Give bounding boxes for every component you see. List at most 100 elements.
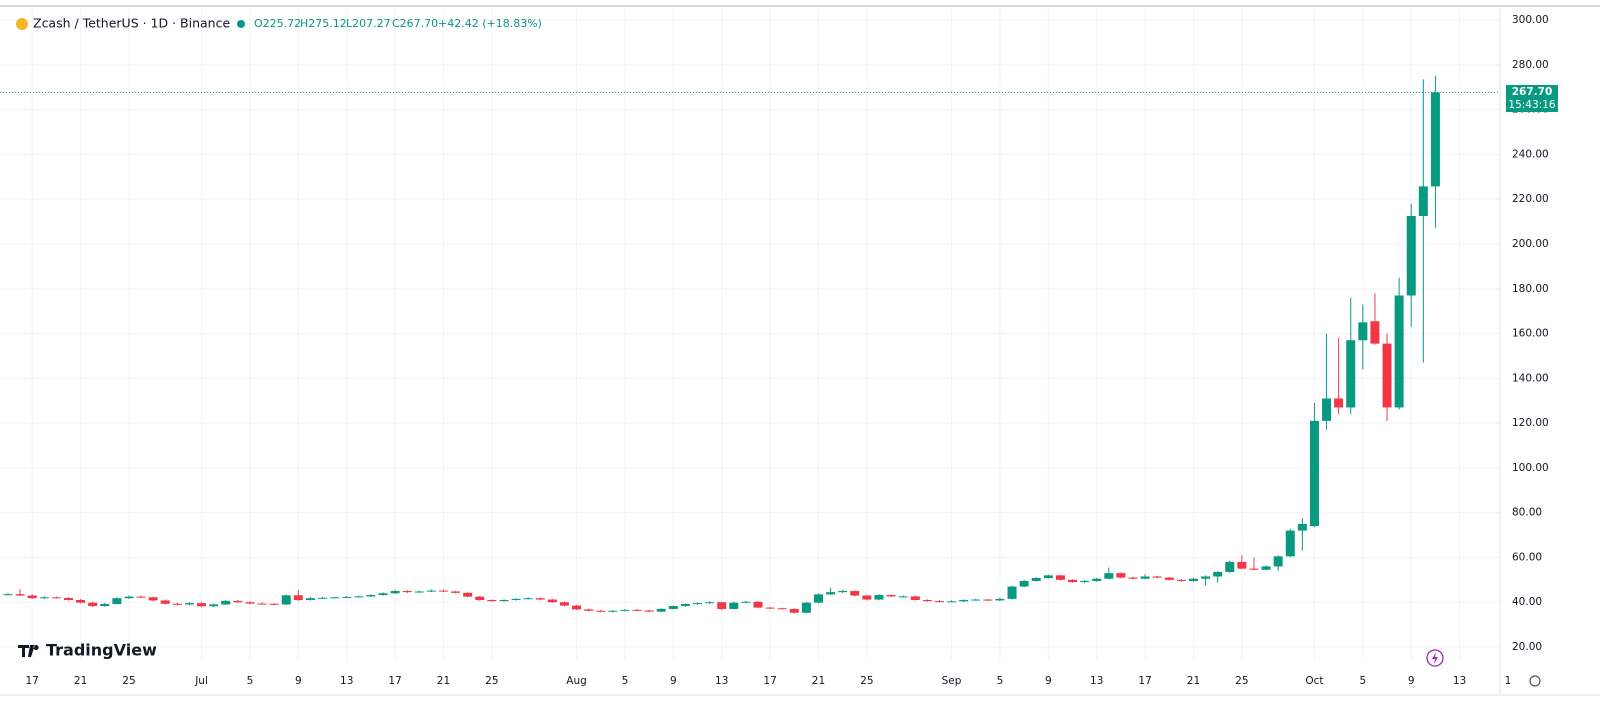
candle-body bbox=[765, 607, 775, 609]
candle-body bbox=[1104, 573, 1114, 579]
candle-body bbox=[1406, 216, 1416, 296]
y-tick-label: 20.00 bbox=[1512, 641, 1542, 653]
candle-body bbox=[632, 609, 642, 611]
y-tick-label: 220.00 bbox=[1512, 193, 1549, 205]
candle-body bbox=[39, 597, 49, 599]
candle-body bbox=[1237, 561, 1247, 569]
candle-body bbox=[354, 596, 364, 598]
candle-body bbox=[112, 598, 122, 605]
candle-body bbox=[366, 595, 376, 597]
x-tick-label: Sep bbox=[942, 675, 962, 687]
x-tick-label: 25 bbox=[485, 675, 498, 687]
brand: TradingView bbox=[18, 641, 157, 660]
y-tick-label: 200.00 bbox=[1512, 238, 1549, 250]
candle-body bbox=[1031, 578, 1041, 581]
candle-body bbox=[1201, 576, 1211, 579]
x-tick-label: 21 bbox=[437, 675, 450, 687]
y-tick-label: 60.00 bbox=[1512, 551, 1542, 563]
candle-body bbox=[596, 610, 606, 612]
candle-body bbox=[293, 595, 303, 600]
candle-body bbox=[668, 606, 678, 609]
x-tick-label: 5 bbox=[622, 675, 629, 687]
candle-body bbox=[1261, 566, 1271, 570]
candle-body bbox=[826, 592, 836, 595]
candle-body bbox=[1394, 295, 1404, 408]
candle-body bbox=[1080, 580, 1090, 583]
candle-body bbox=[318, 597, 328, 599]
candle-body bbox=[1019, 580, 1029, 587]
candle-body bbox=[475, 596, 485, 600]
candle-body bbox=[1249, 568, 1259, 570]
x-tick-label: 17 bbox=[26, 675, 39, 687]
candle-body bbox=[27, 595, 37, 599]
x-tick-label: 21 bbox=[1187, 675, 1200, 687]
x-tick-label: 25 bbox=[122, 675, 135, 687]
brand-logo bbox=[18, 645, 39, 657]
candle-body bbox=[15, 594, 25, 596]
candle-body bbox=[88, 602, 98, 607]
grid bbox=[0, 8, 1500, 660]
candle-body bbox=[1007, 586, 1017, 599]
candle-body bbox=[862, 595, 872, 600]
candle-body bbox=[813, 594, 823, 603]
candle-body bbox=[680, 604, 690, 607]
candle-body bbox=[1176, 579, 1186, 581]
candle-body bbox=[1297, 523, 1307, 531]
price-tag-box bbox=[1506, 85, 1558, 112]
candle-body bbox=[76, 599, 86, 603]
candle-body bbox=[184, 603, 194, 605]
x-tick-label: 17 bbox=[388, 675, 401, 687]
candle-body bbox=[559, 602, 569, 606]
settings-icon[interactable] bbox=[1529, 675, 1541, 687]
brand-name: TradingView bbox=[46, 641, 157, 660]
x-tick-label: 13 bbox=[715, 675, 728, 687]
candle-body bbox=[1092, 578, 1102, 581]
candle-body bbox=[51, 597, 61, 599]
candle-body bbox=[463, 592, 473, 597]
candle-body bbox=[584, 609, 594, 611]
candle-body bbox=[1273, 556, 1283, 567]
candle-body bbox=[438, 590, 448, 592]
y-tick-label: 280.00 bbox=[1512, 59, 1549, 71]
candle-body bbox=[705, 602, 715, 604]
alert-bolt bbox=[1432, 652, 1438, 664]
candle-body bbox=[886, 595, 896, 597]
candle-body bbox=[753, 601, 763, 608]
candle-body bbox=[1140, 576, 1150, 579]
candle-body bbox=[777, 608, 787, 610]
y-tick-label: 160.00 bbox=[1512, 328, 1549, 340]
candle-body bbox=[402, 591, 412, 593]
candles bbox=[0, 75, 1500, 614]
candle-body bbox=[535, 598, 545, 600]
alert-icon[interactable] bbox=[1426, 649, 1444, 667]
candle-body bbox=[547, 599, 557, 603]
x-tick-label: 13 bbox=[340, 675, 353, 687]
candle-body bbox=[3, 594, 13, 596]
candle-body bbox=[245, 602, 255, 604]
candle-body bbox=[608, 610, 618, 612]
x-tick-label: 5 bbox=[1359, 675, 1366, 687]
y-tick-label: 180.00 bbox=[1512, 283, 1549, 295]
y-tick-label: 80.00 bbox=[1512, 507, 1542, 519]
candle-body bbox=[1285, 530, 1295, 557]
candle-body bbox=[100, 604, 110, 607]
candle-body bbox=[124, 596, 134, 599]
candle-body bbox=[1068, 579, 1078, 583]
x-tick-label: 25 bbox=[1235, 675, 1248, 687]
candle-body bbox=[209, 604, 219, 607]
candle-body bbox=[620, 609, 630, 611]
x-tick-label: 5 bbox=[997, 675, 1004, 687]
candle-body bbox=[1322, 398, 1332, 421]
x-tick-label: 21 bbox=[74, 675, 87, 687]
candle-body bbox=[898, 596, 908, 598]
candle-body bbox=[160, 600, 170, 604]
candle-body bbox=[523, 598, 533, 600]
candle-body bbox=[511, 598, 521, 600]
x-tick-label: 5 bbox=[247, 675, 254, 687]
price-tag: 267.70 15:43:16 bbox=[1506, 85, 1558, 112]
candle-body bbox=[693, 603, 703, 605]
candle-body bbox=[390, 591, 400, 594]
candle-body bbox=[741, 601, 751, 603]
candle-body bbox=[1055, 575, 1065, 580]
